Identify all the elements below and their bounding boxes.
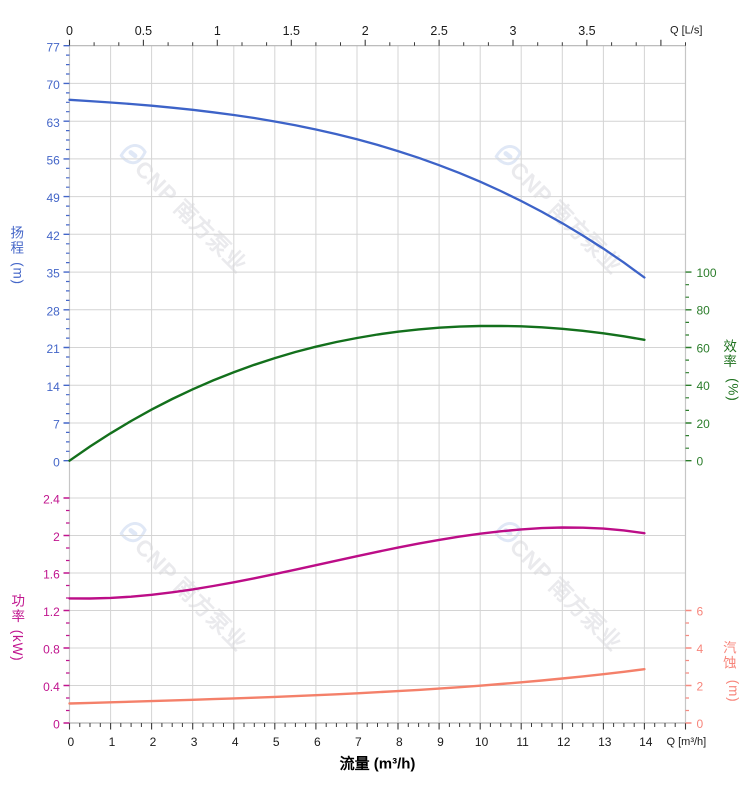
svg-text:1.5: 1.5 — [283, 24, 300, 38]
svg-text:1.2: 1.2 — [43, 605, 60, 619]
svg-text:流量 (m³/h): 流量 (m³/h) — [340, 755, 416, 773]
svg-text:1: 1 — [214, 24, 221, 38]
svg-text:40: 40 — [697, 379, 711, 393]
svg-text:2.4: 2.4 — [43, 493, 60, 507]
svg-text:60: 60 — [697, 341, 711, 355]
svg-text:2: 2 — [697, 679, 704, 693]
svg-text:扬程: 扬程 — [10, 225, 24, 255]
svg-text:Q [L/s]: Q [L/s] — [670, 25, 702, 37]
svg-text:7: 7 — [53, 418, 60, 432]
svg-text:28: 28 — [46, 304, 60, 318]
svg-text:21: 21 — [46, 342, 60, 356]
svg-text:汽蚀: 汽蚀 — [723, 641, 737, 671]
svg-text:0.4: 0.4 — [43, 680, 60, 694]
svg-text:56: 56 — [46, 154, 60, 168]
svg-text:2.5: 2.5 — [430, 24, 447, 38]
svg-text:2: 2 — [362, 24, 369, 38]
svg-text:3.5: 3.5 — [578, 24, 595, 38]
svg-text:5: 5 — [273, 735, 280, 749]
svg-text:0: 0 — [53, 718, 60, 732]
svg-text:4: 4 — [697, 642, 704, 656]
svg-text:(%): (%) — [726, 378, 741, 401]
svg-text:4: 4 — [232, 735, 239, 749]
svg-text:7: 7 — [355, 735, 362, 749]
svg-text:2: 2 — [53, 530, 60, 544]
svg-text:3: 3 — [510, 24, 517, 38]
svg-text:0: 0 — [697, 455, 704, 469]
svg-text:14: 14 — [639, 735, 653, 749]
svg-text:11: 11 — [516, 735, 529, 749]
svg-text:(kW): (kW) — [10, 630, 25, 662]
svg-text:0: 0 — [66, 24, 73, 38]
svg-text:0: 0 — [53, 455, 60, 469]
svg-text:49: 49 — [46, 191, 60, 205]
svg-text:3: 3 — [191, 735, 198, 749]
svg-text:0: 0 — [68, 735, 75, 749]
svg-text:12: 12 — [557, 735, 571, 749]
svg-text:42: 42 — [46, 229, 60, 243]
svg-text:9: 9 — [437, 735, 444, 749]
svg-text:0: 0 — [697, 717, 704, 731]
svg-text:功率: 功率 — [11, 594, 25, 624]
svg-text:100: 100 — [697, 266, 717, 280]
svg-text:(m): (m) — [10, 262, 25, 285]
svg-text:63: 63 — [46, 116, 60, 130]
svg-text:0.8: 0.8 — [43, 643, 60, 657]
svg-text:(m): (m) — [726, 680, 741, 703]
svg-text:6: 6 — [314, 735, 321, 749]
svg-text:1: 1 — [109, 735, 116, 749]
svg-text:35: 35 — [46, 267, 60, 281]
svg-text:20: 20 — [697, 417, 711, 431]
svg-text:2: 2 — [150, 735, 157, 749]
svg-text:70: 70 — [46, 78, 60, 92]
svg-text:14: 14 — [46, 380, 60, 394]
svg-text:8: 8 — [396, 735, 403, 749]
svg-text:80: 80 — [697, 304, 711, 318]
svg-text:10: 10 — [475, 735, 489, 749]
svg-text:6: 6 — [697, 604, 704, 618]
svg-text:效率: 效率 — [723, 339, 737, 369]
svg-text:1.6: 1.6 — [43, 568, 60, 582]
svg-text:13: 13 — [598, 735, 612, 749]
svg-text:77: 77 — [46, 40, 60, 54]
svg-text:0.5: 0.5 — [135, 24, 152, 38]
svg-text:Q [m³/h]: Q [m³/h] — [667, 736, 707, 748]
